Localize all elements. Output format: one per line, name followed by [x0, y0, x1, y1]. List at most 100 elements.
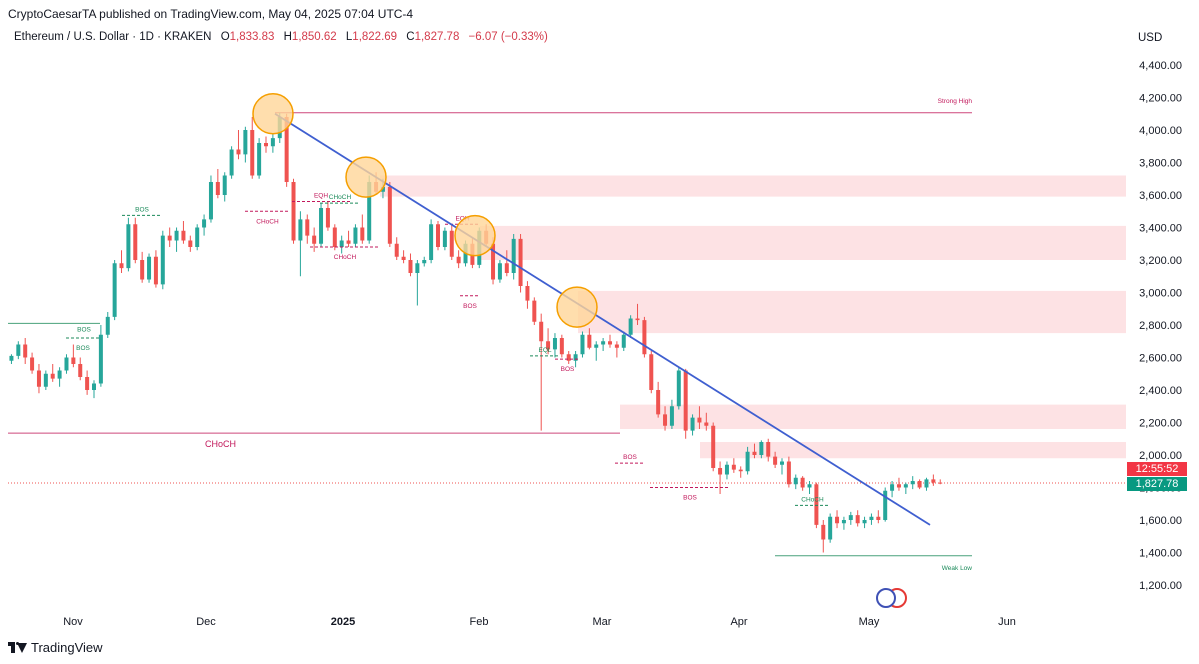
candle-body: [518, 238, 523, 286]
close-label: C: [406, 31, 415, 43]
y-axis-tick: 3,400.00: [1139, 223, 1182, 235]
x-axis-tick: May: [859, 616, 880, 628]
supply-zone: [380, 175, 1126, 197]
candle-body: [133, 224, 138, 260]
x-axis-tick: Feb: [470, 616, 489, 628]
candle-body: [208, 182, 213, 220]
candle-body: [105, 316, 110, 335]
candle-body: [663, 414, 668, 426]
candle-body: [298, 219, 303, 241]
candle-body: [78, 364, 83, 377]
y-axis-tick: 3,200.00: [1139, 255, 1182, 267]
candle-body: [126, 224, 131, 269]
candle-body: [339, 240, 344, 247]
candle-body: [669, 406, 674, 426]
x-axis-tick: Jun: [998, 616, 1016, 628]
candle-body: [195, 227, 200, 247]
candle-body: [807, 484, 812, 488]
candle-body: [718, 468, 723, 475]
candle-body: [380, 186, 385, 192]
x-axis-tick: Apr: [730, 616, 747, 628]
candle-body: [903, 484, 908, 488]
candle-body: [601, 341, 606, 345]
candle-body: [504, 263, 509, 273]
y-axis-tick: 2,800.00: [1139, 320, 1182, 332]
candle-body: [752, 451, 757, 455]
candle-body: [215, 182, 220, 195]
candle-body: [202, 219, 207, 228]
candle-body: [250, 130, 255, 176]
candle-body: [910, 481, 915, 485]
candle-body: [759, 442, 764, 455]
symbol-name[interactable]: Ethereum / U.S. Dollar · 1D · KRAKEN: [14, 31, 212, 43]
symbol-legend[interactable]: Ethereum / U.S. Dollar · 1D · KRAKEN O1,…: [14, 31, 548, 43]
candle-body: [890, 484, 895, 491]
footer-branding[interactable]: TradingView: [8, 640, 103, 655]
structure-label: BOS: [561, 366, 575, 373]
structure-label: BOS: [683, 495, 697, 502]
candle-body: [436, 224, 440, 247]
candle-body: [855, 515, 860, 524]
x-axis-tick: Nov: [63, 616, 83, 628]
candle-body: [876, 516, 881, 520]
candle-body: [160, 235, 165, 285]
candle-body: [539, 321, 544, 342]
tradingview-logo-icon: [8, 642, 27, 653]
candle-body: [800, 477, 805, 488]
candle-body: [786, 461, 791, 485]
high-label: H: [283, 31, 292, 43]
candle-body: [917, 481, 922, 488]
y-axis-tick: 4,200.00: [1139, 93, 1182, 105]
candle-body: [862, 520, 867, 524]
structure-label: CHoCH: [256, 218, 279, 225]
close-value: 1,827.78: [414, 31, 460, 43]
open-label: O: [220, 31, 230, 43]
open-value: 1,833.83: [229, 31, 275, 43]
candle-body: [711, 425, 716, 468]
supply-zone: [620, 404, 1126, 429]
candle-body: [291, 182, 296, 241]
candle-body: [332, 227, 337, 247]
candle-body: [566, 354, 571, 361]
candle-body: [683, 370, 688, 431]
candle-body: [222, 175, 227, 195]
touch-circle: [345, 156, 387, 198]
high-value: 1,850.62: [291, 31, 337, 43]
candle-body: [635, 318, 640, 321]
candle-body: [511, 238, 516, 273]
us-flag-event-icon: [876, 588, 896, 608]
candle-body: [360, 227, 365, 241]
candle-body: [367, 182, 372, 241]
candle-body: [43, 373, 48, 387]
level-label: Strong High: [938, 98, 973, 105]
candle-body: [85, 377, 90, 390]
candle-body: [50, 373, 55, 379]
candle-body: [422, 260, 427, 264]
candle-body: [497, 263, 502, 280]
candle-body: [745, 451, 750, 472]
level-label: BOS: [77, 326, 91, 333]
candle-body: [325, 208, 330, 228]
candle-body: [821, 524, 826, 540]
structure-label: BOS: [135, 206, 149, 213]
candle-body: [71, 357, 76, 364]
y-axis-tick: 2,600.00: [1139, 353, 1182, 365]
y-axis-tick: 1,400.00: [1139, 548, 1182, 560]
candle-body: [305, 219, 310, 236]
candle-body: [608, 341, 612, 345]
currency-label: USD: [1138, 32, 1163, 44]
structure-label: CHoCH: [334, 254, 357, 261]
candle-body: [690, 417, 695, 431]
candle-body: [36, 370, 41, 387]
candle-body: [594, 344, 599, 348]
structure-label: CHoCH: [329, 194, 352, 201]
candle-body: [312, 235, 317, 244]
y-axis-tick: 3,000.00: [1139, 288, 1182, 300]
candle-body: [552, 338, 557, 350]
candle-body: [931, 479, 936, 483]
candle-body: [738, 469, 743, 472]
candle-body: [724, 464, 729, 475]
candle-body: [704, 422, 709, 426]
countdown-tag: 12:55:52: [1127, 462, 1187, 476]
